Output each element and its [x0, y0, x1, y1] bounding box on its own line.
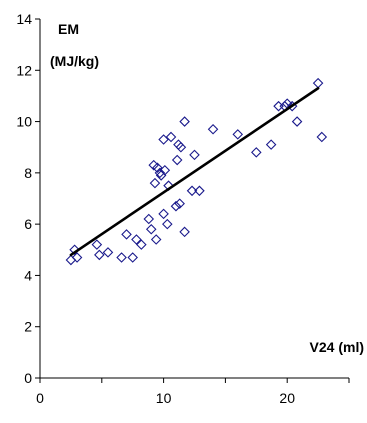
data-point — [65, 254, 77, 266]
data-point — [175, 141, 187, 153]
data-point — [136, 239, 147, 250]
y-tick-label: 2 — [24, 319, 32, 335]
data-point — [69, 244, 80, 256]
data-point — [158, 208, 169, 220]
x-axis-ticks: 0 10 20 — [36, 378, 350, 406]
data-point — [162, 218, 173, 230]
data-point — [158, 134, 169, 145]
data-point — [159, 165, 171, 176]
y-tick-label: 12 — [16, 62, 32, 78]
y-tick-label: 4 — [24, 267, 32, 283]
data-point — [102, 247, 114, 258]
data-point — [194, 185, 205, 197]
data-point — [179, 116, 190, 127]
x-tick-label: 10 — [156, 390, 172, 406]
y-axis-label-line-1: EM — [58, 21, 79, 37]
data-point — [251, 147, 262, 158]
data-point — [127, 252, 138, 263]
data-point — [174, 198, 185, 209]
data-point — [232, 129, 244, 140]
data-point — [186, 185, 198, 197]
data-point — [94, 249, 105, 261]
y-axis-ticks: 0 2 4 6 8 10 12 14 — [16, 11, 40, 386]
data-points — [65, 77, 328, 266]
data-point — [179, 226, 190, 238]
y-tick-label: 8 — [24, 165, 32, 181]
y-tick-label: 0 — [24, 370, 32, 386]
data-point — [71, 252, 83, 263]
data-point — [291, 116, 303, 127]
data-point — [143, 213, 155, 225]
y-tick-label: 10 — [16, 114, 32, 130]
data-point — [150, 234, 162, 245]
data-point — [265, 139, 277, 150]
y-tick-label: 6 — [24, 216, 32, 232]
data-point — [121, 229, 132, 240]
data-point — [131, 234, 142, 245]
data-point — [316, 131, 328, 143]
data-point — [91, 239, 103, 250]
data-point — [165, 131, 177, 143]
data-point — [273, 100, 284, 112]
data-point — [149, 177, 161, 189]
data-point — [170, 200, 182, 212]
data-point — [116, 252, 127, 263]
data-point — [171, 154, 183, 166]
data-point — [145, 223, 157, 235]
data-point — [207, 123, 219, 135]
trend-line — [69, 86, 320, 257]
y-axis-label-line-2: (MJ/kg) — [50, 53, 99, 69]
data-point — [154, 167, 166, 179]
data-point — [312, 77, 324, 89]
x-tick-label: 20 — [279, 390, 295, 406]
data-point — [152, 162, 163, 174]
y-tick-label: 14 — [16, 11, 32, 27]
data-point — [189, 149, 200, 161]
x-tick-label: 0 — [36, 390, 44, 406]
x-axis-label: V24 (ml) — [310, 339, 364, 355]
